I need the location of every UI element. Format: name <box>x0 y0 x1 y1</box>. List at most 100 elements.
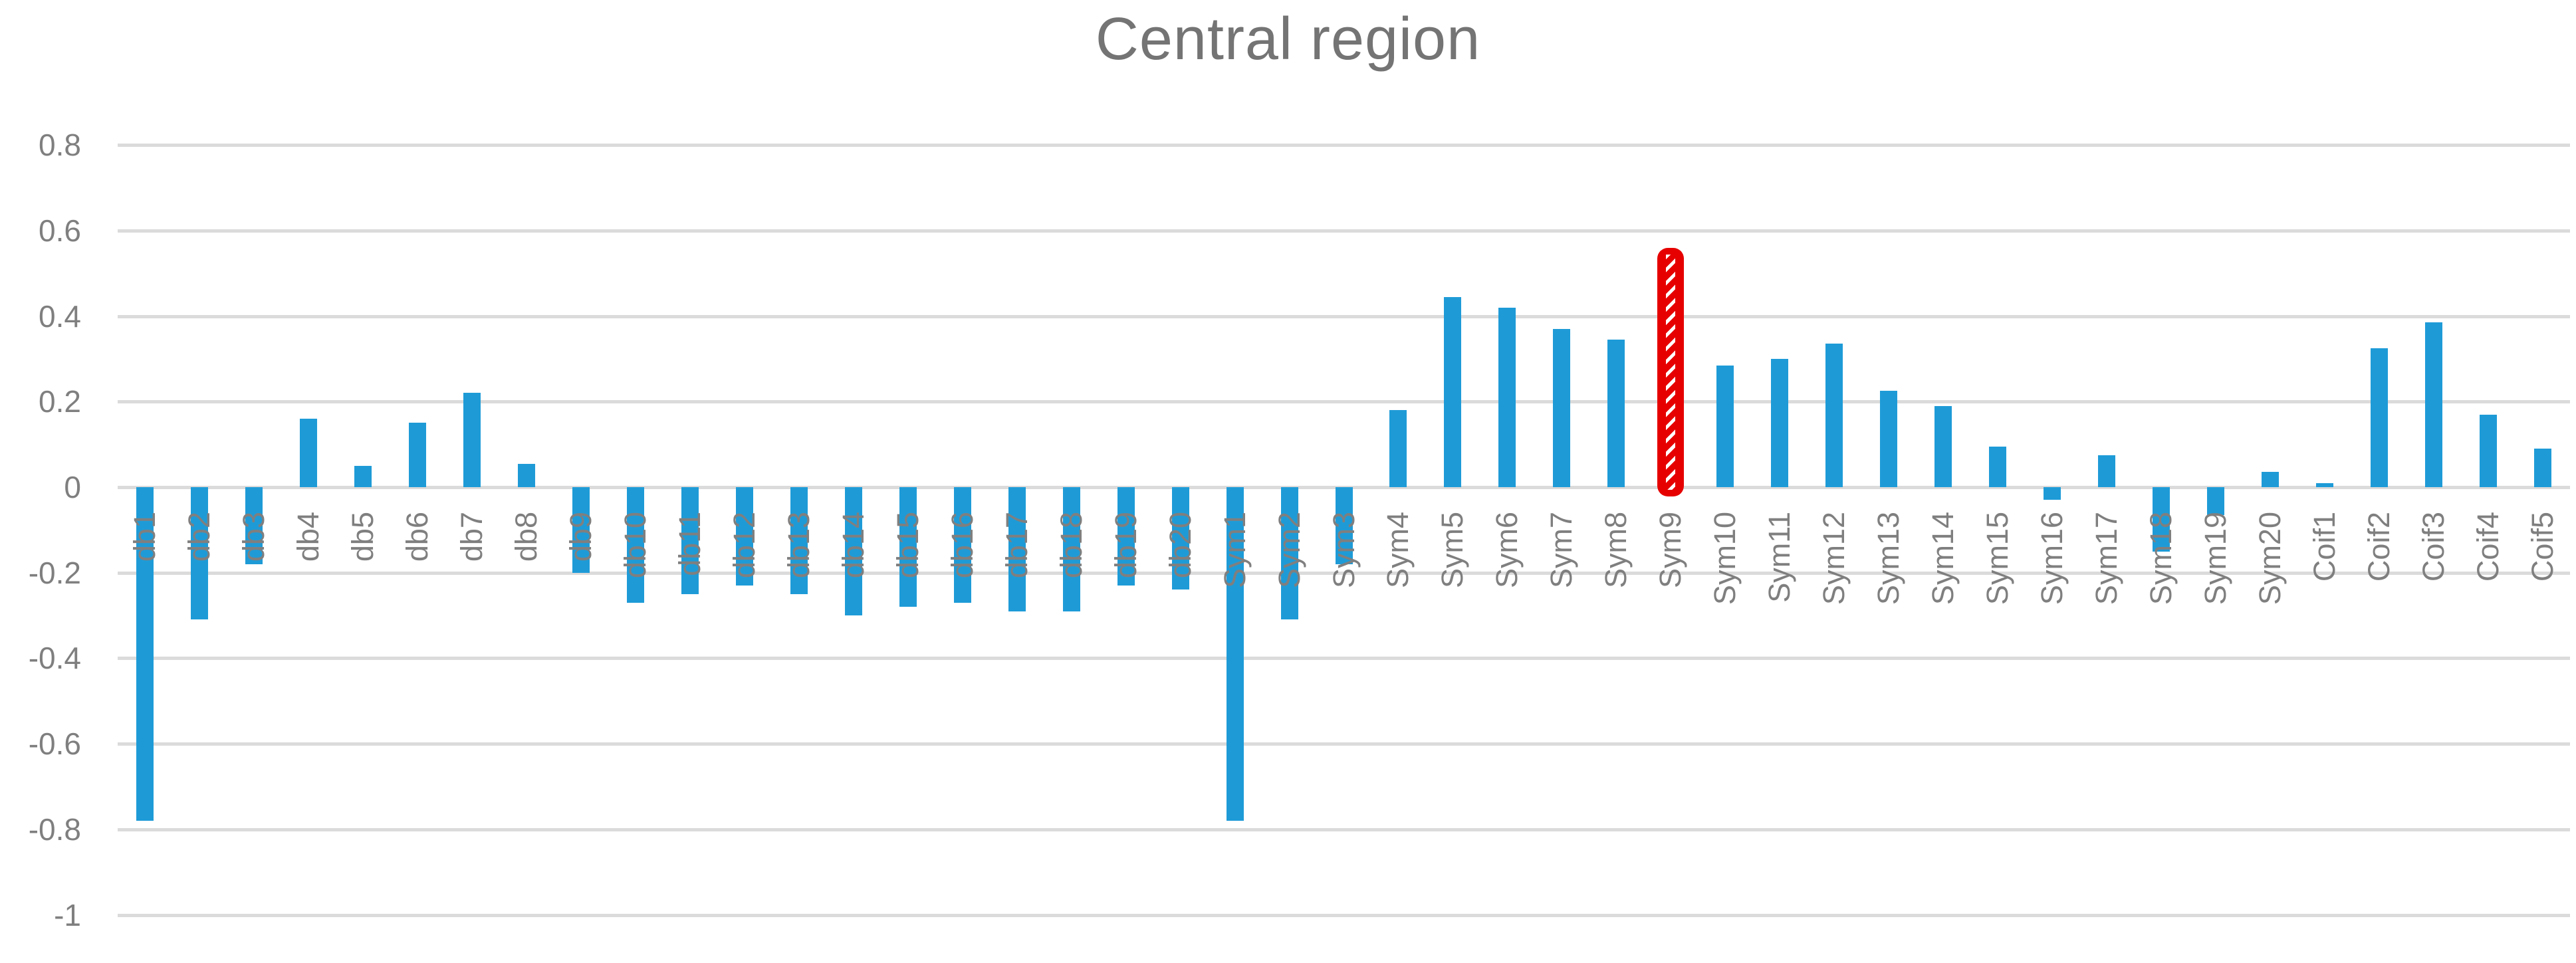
x-axis-label-Coif2: Coif2 <box>2362 512 2397 582</box>
x-axis-label-db19: db19 <box>1108 512 1143 579</box>
bar-db20[interactable] <box>1171 487 1189 590</box>
x-axis-label-db9: db9 <box>563 512 598 562</box>
bar-Sym12[interactable] <box>1825 344 1843 487</box>
x-axis-label-db7: db7 <box>454 512 489 562</box>
bar-db15[interactable] <box>899 487 917 607</box>
bar-db8[interactable] <box>517 463 535 487</box>
x-axis-label-Sym5: Sym5 <box>1435 512 1470 589</box>
y-axis-label: 0.2 <box>39 384 81 419</box>
bar-db11[interactable] <box>681 487 699 594</box>
gridline-y--0.4 <box>118 657 2570 661</box>
y-axis-label: -0.6 <box>28 726 81 762</box>
gridline-y-0.2 <box>118 400 2570 404</box>
x-axis-label-Coif4: Coif4 <box>2471 512 2506 582</box>
x-axis-label-db20: db20 <box>1163 512 1197 579</box>
bar-Coif1[interactable] <box>2316 482 2334 487</box>
y-axis-label: -1 <box>54 897 81 932</box>
bar-Sym15[interactable] <box>1989 446 2007 487</box>
x-axis-label-Sym10: Sym10 <box>1708 512 1742 605</box>
x-axis-label-db13: db13 <box>781 512 816 579</box>
bar-Sym14[interactable] <box>1934 405 1952 487</box>
x-axis-label-db16: db16 <box>945 512 979 579</box>
x-axis-label-db3: db3 <box>236 512 271 562</box>
x-axis-label-db14: db14 <box>836 512 870 579</box>
bar-db12[interactable] <box>735 487 753 586</box>
bar-Sym11[interactable] <box>1771 358 1789 487</box>
x-axis-label-Sym20: Sym20 <box>2253 512 2287 605</box>
y-axis-label: 0 <box>64 470 81 504</box>
gridline-y--0.8 <box>118 827 2570 831</box>
bar-Sym7[interactable] <box>1553 328 1571 487</box>
x-axis-label-Sym18: Sym18 <box>2144 512 2178 605</box>
bar-Coif3[interactable] <box>2425 322 2443 487</box>
bar-Sym17[interactable] <box>2098 455 2116 487</box>
bar-db2[interactable] <box>190 487 208 620</box>
bar-db17[interactable] <box>1008 487 1026 611</box>
gridline-y--0.6 <box>118 742 2570 746</box>
bar-Coif5[interactable] <box>2534 449 2551 487</box>
x-axis-label-db8: db8 <box>509 512 543 562</box>
x-axis-label-Coif5: Coif5 <box>2525 512 2559 582</box>
y-axis-label: -0.8 <box>28 811 81 847</box>
bar-Sym6[interactable] <box>1498 307 1516 487</box>
gridline-y--1 <box>118 913 2570 917</box>
y-axis-label: -0.4 <box>28 641 81 676</box>
x-axis-label-Sym1: Sym1 <box>1217 512 1252 589</box>
x-axis-label-Sym7: Sym7 <box>1544 512 1579 589</box>
bar-Sym16[interactable] <box>2044 487 2061 500</box>
gridline-y-0.4 <box>118 314 2570 318</box>
bar-Sym5[interactable] <box>1444 296 1462 487</box>
bar-db6[interactable] <box>408 423 426 487</box>
gridline-y--0.2 <box>118 571 2570 575</box>
bar-db4[interactable] <box>299 419 317 487</box>
bar-Sym18[interactable] <box>2153 487 2170 552</box>
x-axis-label-db2: db2 <box>181 512 216 562</box>
bar-db19[interactable] <box>1117 487 1135 586</box>
x-axis-label-Sym17: Sym17 <box>2089 512 2124 605</box>
x-axis-label-Coif3: Coif3 <box>2416 512 2451 582</box>
bar-db13[interactable] <box>790 487 808 594</box>
bar-Sym10[interactable] <box>1716 365 1734 487</box>
bar-Sym19[interactable] <box>2207 487 2225 515</box>
bar-Sym20[interactable] <box>2262 472 2280 487</box>
bar-db9[interactable] <box>572 487 590 573</box>
bar-db3[interactable] <box>245 487 263 564</box>
bar-Sym3[interactable] <box>1335 487 1353 564</box>
x-axis-label-Sym6: Sym6 <box>1490 512 1524 589</box>
x-axis-label-Sym15: Sym15 <box>1980 512 2015 605</box>
x-axis-label-db17: db17 <box>999 512 1034 579</box>
x-axis-label-Sym2: Sym2 <box>1272 512 1306 589</box>
bar-Sym13[interactable] <box>1880 391 1898 487</box>
x-axis-label-db5: db5 <box>345 512 380 562</box>
gridline-y-0.8 <box>118 144 2570 148</box>
bar-Coif4[interactable] <box>2480 414 2498 487</box>
bar-Coif2[interactable] <box>2371 348 2389 487</box>
x-axis-label-Coif1: Coif1 <box>2307 512 2342 582</box>
highlight-hatch-pattern <box>1666 255 1676 490</box>
x-axis-label-Sym12: Sym12 <box>1817 512 1851 605</box>
bar-db7[interactable] <box>463 393 481 487</box>
x-axis-label-db18: db18 <box>1054 512 1088 579</box>
x-axis-label-Sym3: Sym3 <box>1326 512 1361 589</box>
bar-db14[interactable] <box>844 487 862 616</box>
bar-db18[interactable] <box>1062 487 1080 611</box>
x-axis-label-db10: db10 <box>618 512 652 579</box>
x-axis-label-Sym11: Sym11 <box>1762 512 1797 603</box>
bar-db10[interactable] <box>626 487 644 603</box>
y-axis-label: 0.8 <box>39 128 81 163</box>
bar-Sym9-highlighted[interactable] <box>1657 248 1685 496</box>
x-axis-label-Sym8: Sym8 <box>1599 512 1633 589</box>
x-axis-label-db6: db6 <box>400 512 434 562</box>
bar-db1[interactable] <box>136 487 154 821</box>
x-axis-label-db12: db12 <box>727 512 761 579</box>
bar-db16[interactable] <box>953 487 971 603</box>
x-axis-label-Sym19: Sym19 <box>2198 512 2233 605</box>
bar-Sym1[interactable] <box>1226 487 1244 821</box>
x-axis-label-Sym4: Sym4 <box>1381 512 1415 589</box>
bar-Sym8[interactable] <box>1607 339 1625 487</box>
bar-Sym4[interactable] <box>1389 410 1407 487</box>
bar-db5[interactable] <box>354 465 372 487</box>
chart-title: Central region <box>1095 6 1481 72</box>
gridline-y-0.6 <box>118 229 2570 233</box>
bar-Sym2[interactable] <box>1280 487 1298 620</box>
